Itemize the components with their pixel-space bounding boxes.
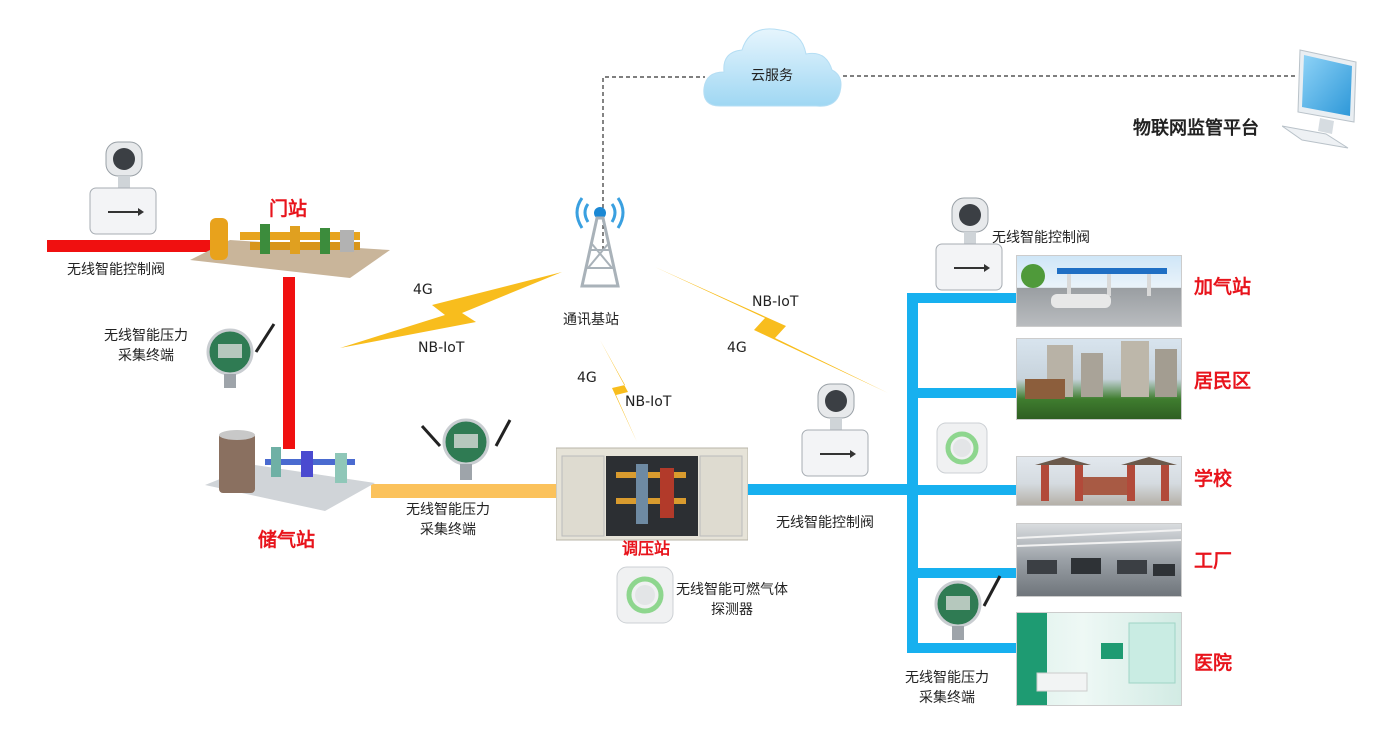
tower-label: 通讯基站	[563, 312, 619, 328]
gas-detector-label: 无线智能可燃气体 探测器	[676, 580, 788, 620]
link-label-right-nbiot: NB-IoT	[752, 294, 799, 310]
hospital-photo	[1016, 612, 1182, 706]
valve-right-top-label: 无线智能控制阀	[992, 230, 1090, 246]
pressure-left-label: 无线智能压力 采集终端	[104, 326, 188, 366]
flowmeter-valve-icon	[89, 141, 157, 235]
storage-plant-icon	[205, 430, 375, 511]
signal-left	[340, 272, 562, 348]
cloud-icon	[703, 28, 842, 107]
school-photo	[1016, 456, 1182, 506]
pressure-right-line1: 无线智能压力	[905, 670, 989, 686]
blue-branch-gas-station	[907, 293, 1017, 303]
gas-detector-icon	[616, 566, 674, 624]
storage-station-image	[205, 425, 375, 515]
pressure-mid-label: 无线智能压力 采集终端	[406, 500, 490, 540]
pressure-mid-line2: 采集终端	[420, 522, 476, 538]
consumer-label-hospital: 医院	[1194, 652, 1233, 674]
school-gate-scene-icon	[1035, 457, 1177, 501]
pressure-sensor-icon	[420, 418, 512, 480]
blue-pipe-vertical	[907, 293, 918, 653]
regulator-station-image	[555, 442, 749, 542]
gas-station-photo	[1016, 255, 1182, 327]
gate-station-image	[190, 210, 390, 282]
pressure-mid-line1: 无线智能压力	[406, 502, 490, 518]
red-pipe-vertical	[283, 277, 295, 449]
residential-scene-icon	[1025, 341, 1177, 399]
cloud-label: 云服务	[751, 68, 793, 84]
storage-station-label: 储气站	[258, 529, 316, 551]
signal-down	[600, 340, 637, 442]
flowmeter-valve-icon	[935, 197, 1003, 291]
blue-pipe-main	[748, 484, 918, 495]
gate-station-label: 门站	[269, 198, 308, 220]
pressure-terminal-right	[922, 570, 1008, 642]
pressure-left-line2: 采集终端	[118, 348, 174, 364]
signal-right	[655, 267, 888, 393]
flowmeter-valve-icon	[801, 383, 869, 477]
residential-photo	[1016, 338, 1182, 420]
communication-tower	[568, 188, 632, 288]
cloud-service: 云服务	[698, 18, 846, 116]
gas-detector-icon	[936, 422, 988, 474]
hospital-lobby-scene-icon	[1017, 613, 1176, 705]
consumer-label-gas-station: 加气站	[1194, 276, 1252, 298]
platform-label: 物联网监管平台	[1133, 118, 1259, 139]
blue-branch-hospital	[907, 643, 1017, 653]
gas-detector-line1: 无线智能可燃气体	[676, 582, 788, 598]
link-label-right-4g: 4G	[727, 340, 747, 356]
monitor-computer	[1281, 44, 1372, 152]
consumer-label-residential: 居民区	[1194, 370, 1252, 392]
link-label-down-4g: 4G	[577, 370, 597, 386]
pressure-sensor-icon	[206, 323, 276, 388]
gas-detector-mid	[616, 566, 674, 624]
yellow-pipe	[371, 484, 558, 498]
pressure-right-label: 无线智能压力 采集终端	[905, 668, 989, 708]
valve-gate-label: 无线智能控制阀	[67, 262, 165, 278]
pressure-sensor-icon	[934, 575, 1002, 640]
valve-gate	[88, 140, 158, 240]
factory-floor-scene-icon	[1017, 529, 1181, 576]
regulator-cabinet-icon	[555, 447, 749, 541]
gas-station-scene-icon	[1021, 264, 1167, 308]
gas-detector-line2: 探测器	[711, 602, 753, 618]
link-label-down-nbiot: NB-IoT	[625, 394, 672, 410]
pressure-right-line2: 采集终端	[919, 690, 975, 706]
tower-icon	[575, 197, 625, 288]
pressure-left-line1: 无线智能压力	[104, 328, 188, 344]
consumer-label-school: 学校	[1194, 468, 1233, 490]
gas-detector-right	[936, 422, 988, 474]
valve-right-mid	[800, 382, 870, 482]
blue-branch-residential	[907, 388, 1017, 398]
gate-station-plant-icon	[190, 218, 390, 278]
consumer-label-factory: 工厂	[1194, 550, 1233, 572]
factory-photo	[1016, 523, 1182, 597]
regulator-station-label: 调压站	[622, 539, 671, 558]
valve-right-mid-label: 无线智能控制阀	[776, 515, 874, 531]
cloud-tower-dashed-link	[602, 76, 705, 250]
link-label-left-4g: 4G	[413, 282, 433, 298]
red-pipe-horizontal	[47, 240, 227, 252]
link-label-left-nbiot: NB-IoT	[418, 340, 465, 356]
valve-right-top	[934, 196, 1004, 296]
monitor-icon	[1281, 49, 1357, 149]
pressure-terminal-mid	[418, 412, 518, 482]
blue-branch-factory	[907, 568, 1017, 578]
blue-branch-school	[907, 485, 1017, 495]
pressure-terminal-left	[202, 318, 282, 390]
